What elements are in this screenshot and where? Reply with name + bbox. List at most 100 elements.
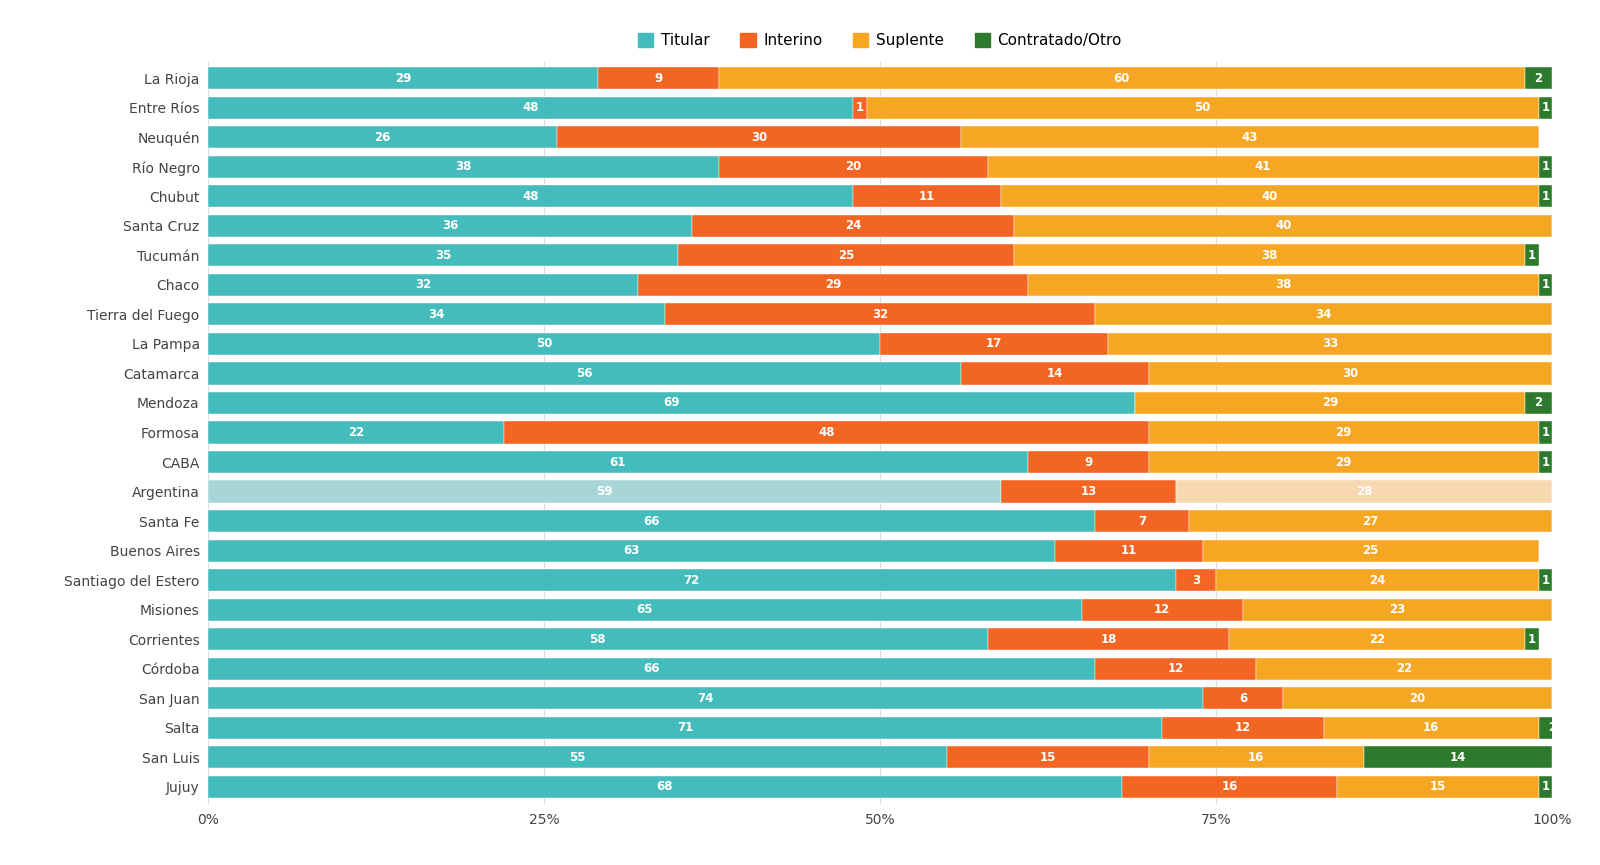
Bar xyxy=(1525,392,1552,414)
Text: 23: 23 xyxy=(1389,603,1405,616)
Text: 2: 2 xyxy=(1534,396,1542,409)
Bar xyxy=(1149,362,1552,385)
Text: 24: 24 xyxy=(845,220,861,233)
Bar xyxy=(718,156,987,178)
Text: 38: 38 xyxy=(454,160,472,173)
Bar xyxy=(638,274,1027,296)
Bar xyxy=(557,126,960,149)
Text: 15: 15 xyxy=(1040,751,1056,764)
Text: 7: 7 xyxy=(1138,515,1146,528)
Text: 34: 34 xyxy=(1315,308,1331,321)
Text: 1: 1 xyxy=(1541,189,1549,202)
Bar xyxy=(1216,569,1539,591)
Bar xyxy=(208,540,1054,561)
Bar xyxy=(1027,451,1149,473)
Text: 29: 29 xyxy=(1322,396,1339,409)
Text: 68: 68 xyxy=(656,780,674,793)
Bar xyxy=(1162,716,1323,739)
Bar xyxy=(208,362,960,385)
Bar xyxy=(1525,628,1539,650)
Bar xyxy=(208,215,691,237)
Text: 34: 34 xyxy=(429,308,445,321)
Text: 18: 18 xyxy=(1101,632,1117,645)
Bar xyxy=(208,421,504,444)
Text: 60: 60 xyxy=(1114,72,1130,85)
Text: 14: 14 xyxy=(1450,751,1466,764)
Bar xyxy=(691,215,1014,237)
Text: 1: 1 xyxy=(1555,692,1563,705)
Text: 48: 48 xyxy=(522,101,539,114)
Text: 50: 50 xyxy=(1194,101,1211,114)
Bar xyxy=(1176,569,1216,591)
Text: 9: 9 xyxy=(654,72,662,85)
Text: 30: 30 xyxy=(1342,367,1358,380)
Text: 2: 2 xyxy=(1547,721,1557,734)
Bar xyxy=(208,628,987,650)
Bar xyxy=(1323,716,1539,739)
Bar xyxy=(208,156,718,178)
Text: 48: 48 xyxy=(522,189,539,202)
Bar xyxy=(1014,244,1525,266)
Bar xyxy=(208,480,1002,503)
Bar xyxy=(880,333,1109,355)
Text: 1: 1 xyxy=(1555,485,1563,498)
Text: 50: 50 xyxy=(536,337,552,350)
Text: 2: 2 xyxy=(1534,72,1542,85)
Bar xyxy=(987,156,1539,178)
Bar xyxy=(853,185,1002,208)
Text: 1: 1 xyxy=(1541,426,1549,439)
Bar xyxy=(666,304,1094,325)
Bar xyxy=(1539,716,1565,739)
Bar xyxy=(1338,776,1539,798)
Text: 29: 29 xyxy=(1336,456,1352,469)
Text: 40: 40 xyxy=(1261,189,1278,202)
Bar xyxy=(1539,97,1552,119)
Bar xyxy=(1539,156,1552,178)
Text: 20: 20 xyxy=(845,160,861,173)
Text: 33: 33 xyxy=(1322,337,1338,350)
Bar xyxy=(1122,776,1338,798)
Text: 17: 17 xyxy=(986,337,1002,350)
Bar xyxy=(208,687,1203,709)
Text: 30: 30 xyxy=(750,131,766,144)
Bar xyxy=(1229,628,1525,650)
Text: 1: 1 xyxy=(1528,249,1536,262)
Text: 9: 9 xyxy=(1085,456,1093,469)
Bar xyxy=(1149,451,1539,473)
Bar xyxy=(1094,304,1552,325)
Bar xyxy=(208,126,557,149)
Text: 6: 6 xyxy=(1238,692,1246,705)
Bar xyxy=(1363,746,1552,768)
Text: 56: 56 xyxy=(576,367,592,380)
Text: 65: 65 xyxy=(637,603,653,616)
Text: 20: 20 xyxy=(1410,692,1426,705)
Bar xyxy=(208,392,1136,414)
Bar xyxy=(1539,451,1552,473)
Bar xyxy=(1525,67,1552,89)
Text: 3: 3 xyxy=(1192,573,1200,586)
Text: 29: 29 xyxy=(1336,426,1352,439)
Bar xyxy=(1539,274,1552,296)
Text: 1: 1 xyxy=(1528,632,1536,645)
Bar xyxy=(208,510,1094,532)
Bar xyxy=(208,67,598,89)
Text: 24: 24 xyxy=(1370,573,1386,586)
Bar xyxy=(208,185,853,208)
Text: 1: 1 xyxy=(1541,573,1549,586)
Text: 16: 16 xyxy=(1422,721,1440,734)
Text: 16: 16 xyxy=(1221,780,1238,793)
Bar xyxy=(208,244,678,266)
Bar xyxy=(1525,244,1539,266)
Bar xyxy=(1203,687,1283,709)
Bar xyxy=(1082,599,1243,621)
Bar xyxy=(1149,746,1363,768)
Text: 29: 29 xyxy=(824,279,842,292)
Text: 1: 1 xyxy=(1541,279,1549,292)
Bar xyxy=(1243,599,1552,621)
Text: 28: 28 xyxy=(1355,485,1373,498)
Bar xyxy=(208,599,1082,621)
Bar xyxy=(1014,215,1552,237)
Bar xyxy=(1002,185,1539,208)
Bar xyxy=(208,776,1122,798)
Text: 55: 55 xyxy=(570,751,586,764)
